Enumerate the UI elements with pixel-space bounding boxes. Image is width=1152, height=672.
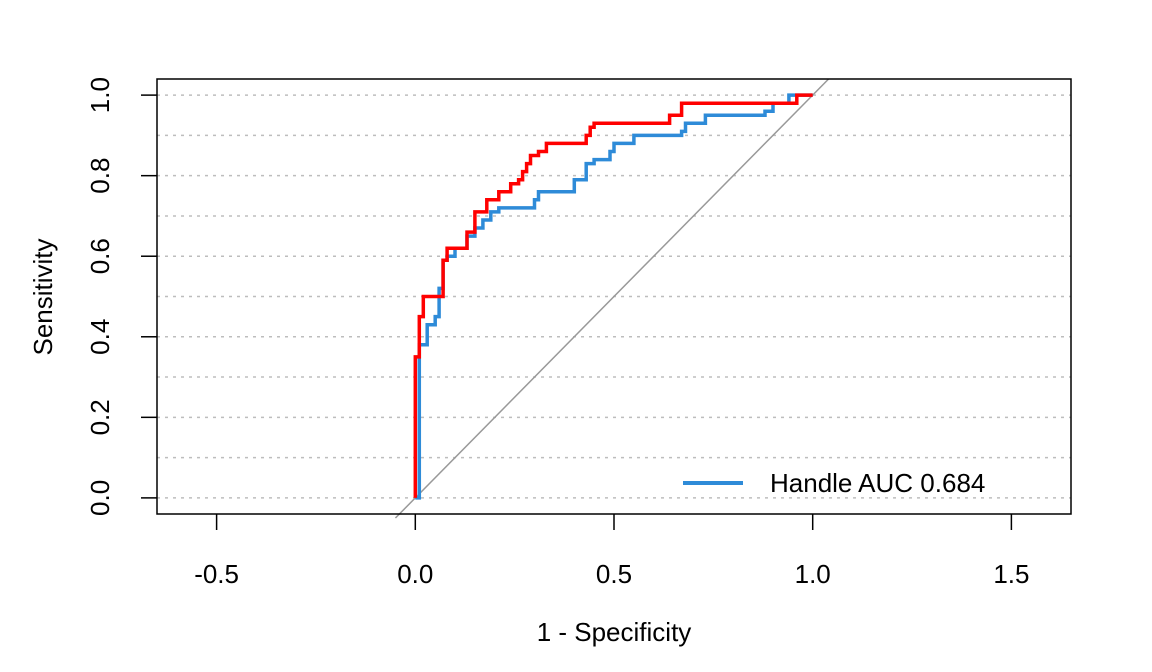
y-axis: 0.0 0.2 0.4 0.6 0.8 1.0: [85, 77, 157, 516]
legend-label-handle: Handle AUC 0.684: [770, 468, 985, 498]
reference-line: [394, 78, 830, 519]
x-tick-label: 1.5: [993, 559, 1029, 589]
legend: Handle AUC 0.684: [683, 468, 985, 498]
reference-diagonal: [394, 78, 830, 519]
series-line-2: [413, 93, 813, 498]
x-tick-label: -0.5: [194, 559, 239, 589]
x-axis: -0.5 0.0 0.5 1.0 1.5: [194, 514, 1029, 589]
y-tick-label: 0.6: [85, 238, 115, 274]
y-axis-title: Sensitivity: [28, 238, 58, 355]
x-tick-label: 0.5: [596, 559, 632, 589]
series-lines: [413, 93, 813, 500]
x-tick-label: 1.0: [795, 559, 831, 589]
y-tick-label: 0.8: [85, 158, 115, 194]
y-tick-label: 1.0: [85, 77, 115, 113]
x-axis-title: 1 - Specificity: [537, 617, 692, 647]
x-tick-label: 0.0: [397, 559, 433, 589]
y-tick-label: 0.4: [85, 319, 115, 355]
y-tick-label: 0.2: [85, 399, 115, 435]
y-tick-label: 0.0: [85, 480, 115, 516]
